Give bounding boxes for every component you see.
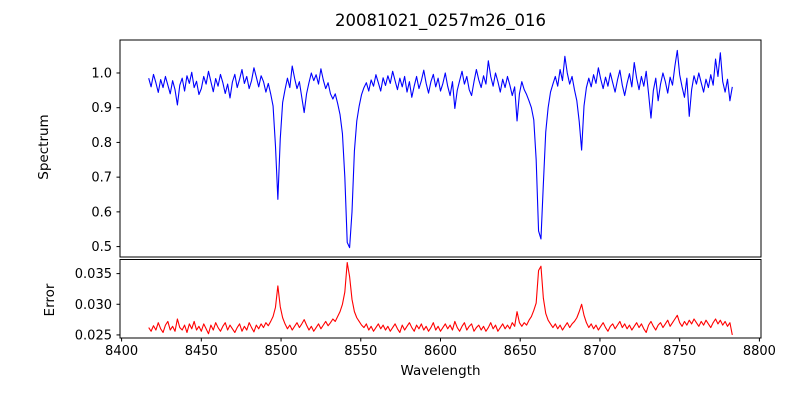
x-tick-label: 8500 (265, 344, 298, 359)
y-axis-label-spectrum: Spectrum (36, 114, 52, 180)
error-panel-frame (119, 259, 762, 339)
x-tick-label: 8750 (663, 344, 696, 359)
x-tick-label: 8800 (743, 344, 776, 359)
x-tick-label: 8450 (185, 344, 218, 359)
error-y-tick-label: 0.025 (75, 328, 112, 343)
chart-title: 20081021_0257m26_016 (334, 11, 547, 30)
x-tick-label: 8400 (105, 344, 138, 359)
spectrum-y-tick-label: 0.6 (91, 205, 112, 220)
spectrum-y-tick-label: 0.7 (91, 171, 112, 186)
error-y-tick-label: 0.030 (75, 298, 112, 313)
spectrum-y-tick-label: 0.8 (91, 136, 112, 151)
error-y-tick-label: 0.035 (75, 267, 112, 282)
spectrum-y-tick-label: 0.9 (91, 101, 112, 116)
spectrum-y-tick-label: 1.0 (91, 66, 112, 81)
x-tick-label: 8600 (424, 344, 457, 359)
x-tick-label: 8700 (583, 344, 616, 359)
spectrum-line (148, 49, 733, 249)
spectrum-y-tick-label: 0.5 (91, 240, 112, 255)
x-tick-label: 8550 (344, 344, 377, 359)
error-line (148, 262, 733, 336)
spectrum-panel-frame (119, 39, 762, 258)
y-axis-label-error: Error (42, 283, 58, 317)
x-tick-label: 8650 (504, 344, 537, 359)
x-axis-label: Wavelength (400, 363, 481, 379)
